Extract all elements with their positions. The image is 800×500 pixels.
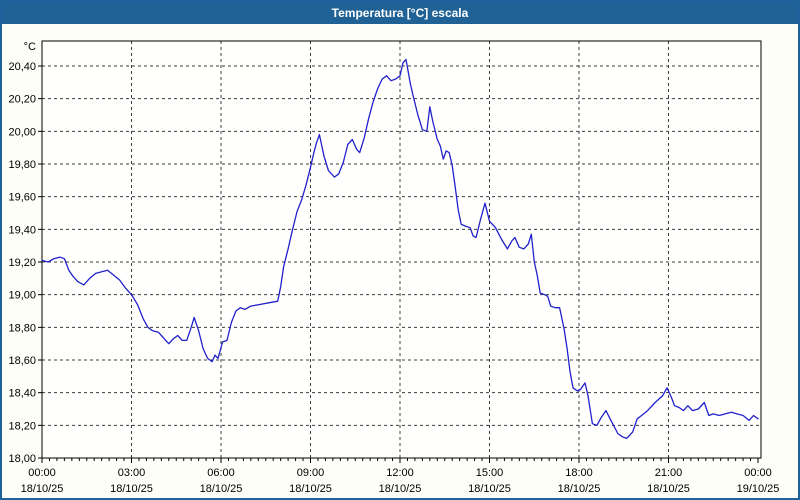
x-tick-time-label: 06:00: [207, 467, 235, 479]
x-tick-date-label: 18/10/25: [647, 483, 690, 495]
x-tick-time-label: 00:00: [744, 467, 772, 479]
x-tick-date-label: 18/10/25: [468, 483, 511, 495]
x-tick-time-label: 03:00: [118, 467, 146, 479]
y-tick-label: 19,40: [8, 224, 36, 236]
y-tick-label: 20,00: [8, 126, 36, 138]
y-tick-label: 19,20: [8, 257, 36, 269]
x-tick-date-label: 18/10/25: [200, 483, 243, 495]
x-tick-time-label: 12:00: [386, 467, 414, 479]
x-tick-date-label: 18/10/25: [110, 483, 153, 495]
x-tick-date-label: 18/10/25: [21, 483, 64, 495]
plot-background: [42, 41, 761, 458]
y-tick-label: 19,00: [8, 290, 36, 302]
x-tick-time-label: 21:00: [655, 467, 683, 479]
y-tick-label: 20,40: [8, 61, 36, 73]
x-tick-date-label: 18/10/25: [289, 483, 332, 495]
y-tick-label: 18,80: [8, 322, 36, 334]
chart-area: 18,00 18,20 18,40 18,60 18,80 19,00 19,20 19,40…: [2, 24, 798, 498]
y-tick-label: 19,60: [8, 192, 36, 204]
title-bar[interactable]: Temperatura [°C] escala: [2, 2, 798, 24]
temperature-series-line: [41, 58, 759, 440]
plot-border: [41, 40, 762, 459]
y-tick-label: 18,60: [8, 355, 36, 367]
temperature-chart: 18,00 18,20 18,40 18,60 18,80 19,00 19,20 19,40…: [8, 40, 780, 495]
x-tick-time-label: 15:00: [476, 467, 504, 479]
y-tick-label: 19,80: [8, 159, 36, 171]
x-tick-date-label: 19/10/25: [737, 483, 780, 495]
x-tick-time-label: 09:00: [297, 467, 325, 479]
y-tick-label: 20,20: [8, 94, 36, 106]
x-tick-time-label: 00:00: [28, 467, 56, 479]
x-tick-time-label: 18:00: [565, 467, 593, 479]
y-axis-unit-label: °C: [24, 41, 36, 53]
x-tick-date-label: 18/10/25: [379, 483, 422, 495]
y-tick-label: 18,40: [8, 388, 36, 400]
y-tick-label: 18,20: [8, 420, 36, 432]
y-tick-label: 18,00: [8, 453, 36, 465]
window-title: Temperatura [°C] escala: [331, 6, 469, 20]
x-tick-date-label: 18/10/25: [558, 483, 601, 495]
